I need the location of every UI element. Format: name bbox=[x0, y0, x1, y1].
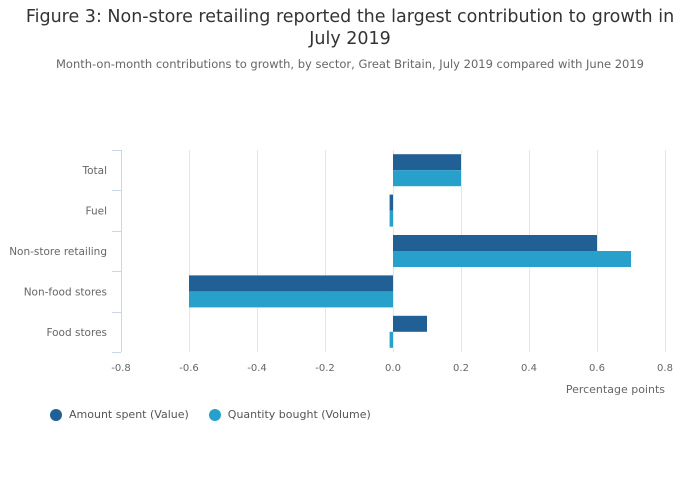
legend-marker-volume bbox=[208, 408, 221, 421]
bar-food-stores-value[interactable] bbox=[393, 315, 427, 332]
x-tick-label: 0.8 bbox=[657, 363, 673, 374]
legend-label-value: Amount spent (Value) bbox=[69, 408, 189, 421]
bars bbox=[189, 154, 631, 348]
y-axis bbox=[112, 150, 122, 353]
chart-subtitle: Month-on-month contributions to growth, … bbox=[56, 57, 644, 71]
x-tick-label: -0.2 bbox=[315, 363, 335, 374]
bar-fuel-volume[interactable] bbox=[389, 210, 393, 227]
x-tick-label: -0.6 bbox=[179, 363, 199, 374]
category-label: Fuel bbox=[86, 206, 108, 218]
legend-item-value[interactable]: Amount spent (Value) bbox=[50, 408, 189, 421]
bar-total-value[interactable] bbox=[393, 154, 461, 171]
category-label: Total bbox=[81, 165, 107, 177]
x-tick-label: 0.6 bbox=[589, 363, 605, 374]
x-tick-label: -0.8 bbox=[111, 363, 131, 374]
x-tick-label: 0.2 bbox=[453, 363, 469, 374]
x-tick-label: 0.0 bbox=[385, 363, 401, 374]
category-labels: Total Fuel Non-store retailing Non-food sto… bbox=[9, 165, 107, 339]
category-label: Non-food stores bbox=[24, 286, 107, 298]
bar-food-stores-volume[interactable] bbox=[389, 331, 393, 348]
bar-non-store-retailing-value[interactable] bbox=[393, 235, 597, 251]
x-axis-title: Percentage points bbox=[566, 383, 665, 396]
legend-item-volume[interactable]: Quantity bought (Volume) bbox=[208, 408, 371, 421]
bar-non-food-stores-volume[interactable] bbox=[189, 291, 393, 308]
chart-title: Figure 3: Non-store retailing reported t… bbox=[25, 7, 675, 49]
category-label: Food stores bbox=[46, 327, 107, 339]
bar-non-store-retailing-volume[interactable] bbox=[393, 251, 631, 267]
category-label: Non-store retailing bbox=[9, 246, 107, 258]
bar-non-food-stores-value[interactable] bbox=[189, 275, 393, 292]
x-tick-label: 0.4 bbox=[521, 363, 537, 374]
x-tick-label: -0.4 bbox=[247, 363, 267, 374]
x-tick-labels: -0.8 -0.6 -0.4 -0.2 0.0 0.2 0.4 0.6 0.8 bbox=[111, 363, 673, 374]
legend-marker-value bbox=[50, 408, 62, 421]
bar-total-volume[interactable] bbox=[393, 170, 461, 187]
legend-label-volume: Quantity bought (Volume) bbox=[227, 408, 371, 421]
bar-fuel-value[interactable] bbox=[389, 194, 393, 211]
legend: Amount spent (Value) Quantity bought (Vo… bbox=[50, 408, 371, 421]
